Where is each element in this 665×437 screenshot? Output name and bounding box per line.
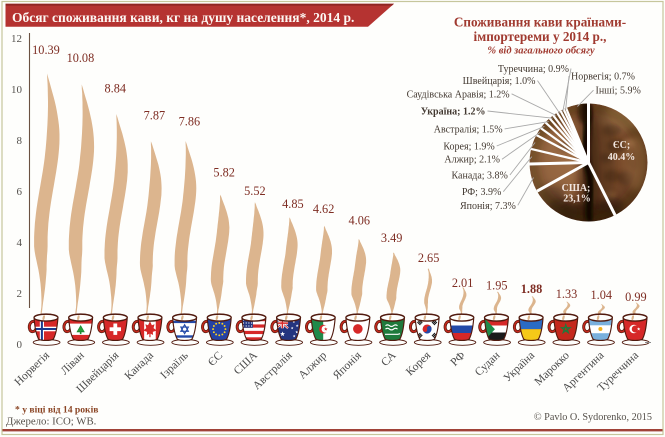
svg-text:2: 2 bbox=[17, 288, 23, 300]
svg-text:ЄС;: ЄС; bbox=[613, 140, 630, 151]
svg-text:8: 8 bbox=[17, 135, 23, 147]
svg-text:40.4%: 40.4% bbox=[608, 152, 636, 163]
svg-text:© Pavlo O. Sydorenko, 2015: © Pavlo O. Sydorenko, 2015 bbox=[534, 412, 652, 423]
svg-text:Японія; 7.3%: Японія; 7.3% bbox=[460, 201, 516, 212]
svg-text:1.33: 1.33 bbox=[556, 287, 578, 301]
svg-text:4: 4 bbox=[17, 237, 23, 249]
svg-text:4.06: 4.06 bbox=[349, 214, 371, 228]
svg-text:0: 0 bbox=[17, 339, 23, 351]
svg-text:Саудівська Аравія; 1.2%: Саудівська Аравія; 1.2% bbox=[407, 89, 510, 100]
svg-text:12: 12 bbox=[11, 33, 22, 45]
svg-text:Україна; 1.2%: Україна; 1.2% bbox=[421, 107, 486, 118]
svg-text:Споживання кави країнами-: Споживання кави країнами- bbox=[454, 15, 626, 30]
svg-text:Туреччина; 0.9%: Туреччина; 0.9% bbox=[498, 64, 569, 75]
svg-text:США;: США; bbox=[562, 183, 591, 194]
svg-text:10.08: 10.08 bbox=[67, 51, 95, 65]
svg-text:4.85: 4.85 bbox=[282, 197, 304, 211]
svg-text:РФ; 3.9%: РФ; 3.9% bbox=[462, 187, 501, 198]
svg-text:* у віці від 14 років: * у віці від 14 років bbox=[15, 405, 98, 416]
svg-text:5.52: 5.52 bbox=[244, 184, 266, 198]
svg-text:імпортереми у 2014 р.,: імпортереми у 2014 р., bbox=[474, 29, 607, 44]
svg-text:6: 6 bbox=[17, 186, 23, 198]
svg-text:23,1%: 23,1% bbox=[563, 194, 591, 205]
svg-text:Норвегія; 0.7%: Норвегія; 0.7% bbox=[571, 72, 635, 83]
svg-text:% від загального обсягу: % від загального обсягу bbox=[487, 46, 595, 57]
svg-text:3.49: 3.49 bbox=[381, 231, 403, 245]
svg-text:Австралія; 1.5%: Австралія; 1.5% bbox=[434, 124, 503, 135]
svg-text:Корея; 1.9%: Корея; 1.9% bbox=[443, 142, 494, 153]
svg-text:5.82: 5.82 bbox=[213, 166, 235, 180]
svg-text:1.04: 1.04 bbox=[591, 288, 613, 302]
svg-text:4.62: 4.62 bbox=[313, 202, 335, 216]
svg-text:Джерело: ICO; WB.: Джерело: ICO; WB. bbox=[6, 416, 96, 428]
svg-text:Канада; 3.8%: Канада; 3.8% bbox=[451, 171, 507, 182]
svg-text:8.84: 8.84 bbox=[105, 82, 127, 96]
svg-text:2.01: 2.01 bbox=[452, 276, 474, 290]
svg-text:1.88: 1.88 bbox=[521, 282, 543, 296]
svg-text:Обсяг споживання кави, кг на д: Обсяг споживання кави, кг на душу населе… bbox=[12, 10, 354, 25]
svg-text:10.39: 10.39 bbox=[32, 43, 60, 57]
svg-text:1.95: 1.95 bbox=[486, 279, 508, 293]
svg-text:7.87: 7.87 bbox=[144, 109, 166, 123]
svg-text:Інші; 5.9%: Інші; 5.9% bbox=[596, 86, 641, 97]
svg-text:2.65: 2.65 bbox=[418, 251, 440, 265]
svg-text:Алжир; 2.1%: Алжир; 2.1% bbox=[444, 155, 500, 166]
svg-text:7.86: 7.86 bbox=[179, 115, 201, 129]
svg-text:0.99: 0.99 bbox=[625, 290, 647, 304]
svg-text:Швейцарія; 1.0%: Швейцарія; 1.0% bbox=[463, 76, 536, 87]
svg-text:10: 10 bbox=[11, 84, 23, 96]
